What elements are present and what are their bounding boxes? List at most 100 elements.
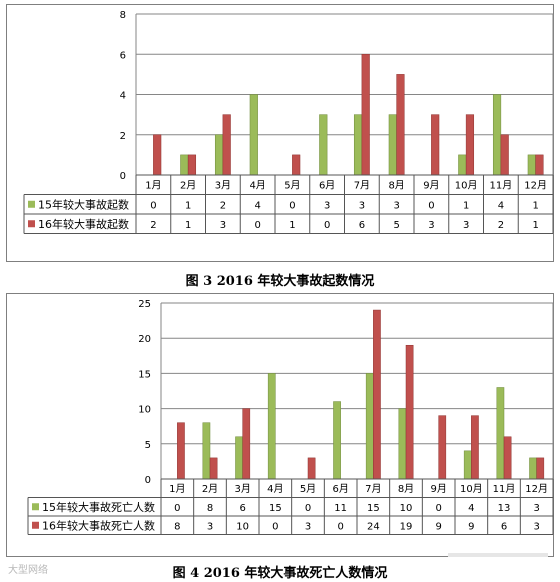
data-cell: 0 bbox=[337, 521, 343, 532]
x-tick-label: 9月 bbox=[423, 180, 439, 192]
data-cell: 1 bbox=[289, 220, 295, 231]
data-cell: 4 bbox=[254, 201, 260, 212]
y-tick-label: 8 bbox=[120, 10, 126, 21]
data-cell: 0 bbox=[324, 220, 330, 231]
bar-s2-3 bbox=[242, 408, 251, 480]
x-tick-label: 9月 bbox=[430, 483, 446, 495]
watermark-text: 大型网络 bbox=[8, 565, 48, 576]
data-cell: 1 bbox=[532, 220, 538, 231]
watermark-bar bbox=[448, 553, 548, 557]
data-cell: 4 bbox=[468, 503, 474, 514]
legend-swatch-2 bbox=[28, 220, 35, 228]
x-tick-label: 5月 bbox=[284, 180, 300, 192]
data-cell: 19 bbox=[400, 521, 413, 532]
bar-s2-12 bbox=[535, 154, 544, 176]
bar-s1-6 bbox=[319, 114, 328, 176]
y-tick-label: 6 bbox=[120, 50, 126, 61]
data-cell: 0 bbox=[150, 201, 156, 212]
data-cell: 0 bbox=[289, 201, 295, 212]
data-cell: 0 bbox=[435, 503, 441, 514]
data-cell: 0 bbox=[254, 220, 260, 231]
bar-s2-5 bbox=[307, 457, 316, 480]
bar-s1-7 bbox=[365, 373, 374, 480]
data-cell: 1 bbox=[185, 220, 191, 231]
data-cell: 2 bbox=[498, 220, 504, 231]
data-cell: 24 bbox=[367, 521, 380, 532]
x-tick-label: 8月 bbox=[388, 180, 404, 192]
bar-s1-11 bbox=[492, 94, 502, 176]
data-cell: 3 bbox=[220, 220, 226, 231]
bar-s2-1 bbox=[177, 422, 185, 480]
legend-label: 16年较大事故起数 bbox=[38, 217, 129, 231]
data-cell: 3 bbox=[207, 521, 213, 532]
bar-chart-fig3: 0 2 4 6 8 1月 2月 3月 4月 5月 6月 7月 8月 9月 10月 11月 12月 15年较大事故起… bbox=[23, 10, 554, 234]
bar-s2-8 bbox=[405, 344, 414, 480]
chart-panel-fig4: 0 5 10 15 20 25 1月 2月 3月 4月 5月 6月 7月 8月 9月 10月 11月 12月 15年… bbox=[6, 293, 554, 557]
bar-s2-9 bbox=[431, 114, 440, 176]
data-cell: 6 bbox=[359, 220, 365, 231]
bar-s2-11 bbox=[500, 134, 509, 176]
y-tick-label: 15 bbox=[138, 369, 151, 380]
data-cell: 5 bbox=[393, 220, 399, 231]
x-tick-label: 6月 bbox=[319, 180, 335, 192]
data-cell: 13 bbox=[498, 503, 511, 514]
bar-s2-12 bbox=[536, 457, 545, 480]
data-cell: 1 bbox=[463, 201, 469, 212]
bar-s2-1 bbox=[153, 134, 162, 176]
data-cell: 10 bbox=[236, 521, 249, 532]
x-tick-label: 11月 bbox=[490, 180, 513, 192]
x-tick-label: 1月 bbox=[169, 483, 185, 495]
figure-caption-4: 图 4 2016 年较大事故死亡人数情况 bbox=[172, 566, 388, 581]
bar-s1-8 bbox=[398, 408, 407, 480]
data-cell: 3 bbox=[533, 521, 539, 532]
y-tick-label: 0 bbox=[120, 171, 126, 182]
x-tick-label: 12月 bbox=[525, 483, 548, 495]
bar-s2-8 bbox=[396, 74, 405, 176]
legend-label: 16年较大事故死亡人数 bbox=[42, 518, 155, 532]
bar-s2-2 bbox=[209, 457, 218, 480]
data-cell: 3 bbox=[324, 201, 330, 212]
data-cell: 10 bbox=[400, 503, 413, 514]
y-tick-label: 5 bbox=[145, 440, 151, 451]
bar-s1-4 bbox=[267, 373, 276, 480]
data-cell: 3 bbox=[393, 201, 399, 212]
bar-s2-10 bbox=[465, 114, 475, 176]
y-tick-label: 25 bbox=[138, 299, 151, 310]
data-cell: 2 bbox=[150, 220, 156, 231]
bar-s1-4 bbox=[249, 94, 258, 176]
data-cell: 0 bbox=[272, 521, 278, 532]
bar-s2-7 bbox=[373, 309, 381, 480]
data-cell: 3 bbox=[463, 220, 469, 231]
x-tick-label: 1月 bbox=[145, 180, 161, 192]
data-cell: 3 bbox=[533, 503, 539, 514]
bar-s2-5 bbox=[292, 154, 301, 176]
data-cell: 9 bbox=[435, 521, 441, 532]
bar-s2-11 bbox=[503, 436, 512, 480]
x-tick-label: 2月 bbox=[180, 180, 196, 192]
y-tick-label: 2 bbox=[120, 131, 126, 142]
legend-swatch-1 bbox=[32, 503, 39, 511]
bar-s1-3 bbox=[214, 134, 224, 176]
y-tick-label: 10 bbox=[138, 405, 151, 416]
y-tick-label: 4 bbox=[120, 91, 126, 102]
bar-s1-12 bbox=[529, 457, 537, 480]
data-cell: 15 bbox=[367, 503, 380, 514]
data-cell: 1 bbox=[185, 201, 191, 212]
x-tick-label: 5月 bbox=[300, 483, 316, 495]
bar-s1-2 bbox=[180, 154, 189, 176]
legend-label: 15年较大事故起数 bbox=[38, 198, 129, 212]
bar-s1-12 bbox=[527, 154, 536, 176]
bar-s1-11 bbox=[496, 387, 505, 480]
data-cell: 15 bbox=[269, 503, 282, 514]
bar-s2-3 bbox=[222, 114, 231, 176]
data-cell: 4 bbox=[498, 201, 504, 212]
bar-s1-7 bbox=[353, 114, 363, 176]
x-tick-label: 11月 bbox=[493, 483, 516, 495]
data-cell: 11 bbox=[334, 503, 347, 514]
legend-label: 15年较大事故死亡人数 bbox=[42, 500, 155, 514]
chart-panel-fig3: 0 2 4 6 8 1月 2月 3月 4月 5月 6月 7月 8月 9月 10月 11月 12月 15年较大事故起… bbox=[6, 4, 554, 262]
data-cell: 6 bbox=[239, 503, 245, 514]
data-cell: 9 bbox=[468, 521, 474, 532]
y-tick-label: 0 bbox=[145, 475, 151, 486]
data-cell: 2 bbox=[220, 201, 226, 212]
